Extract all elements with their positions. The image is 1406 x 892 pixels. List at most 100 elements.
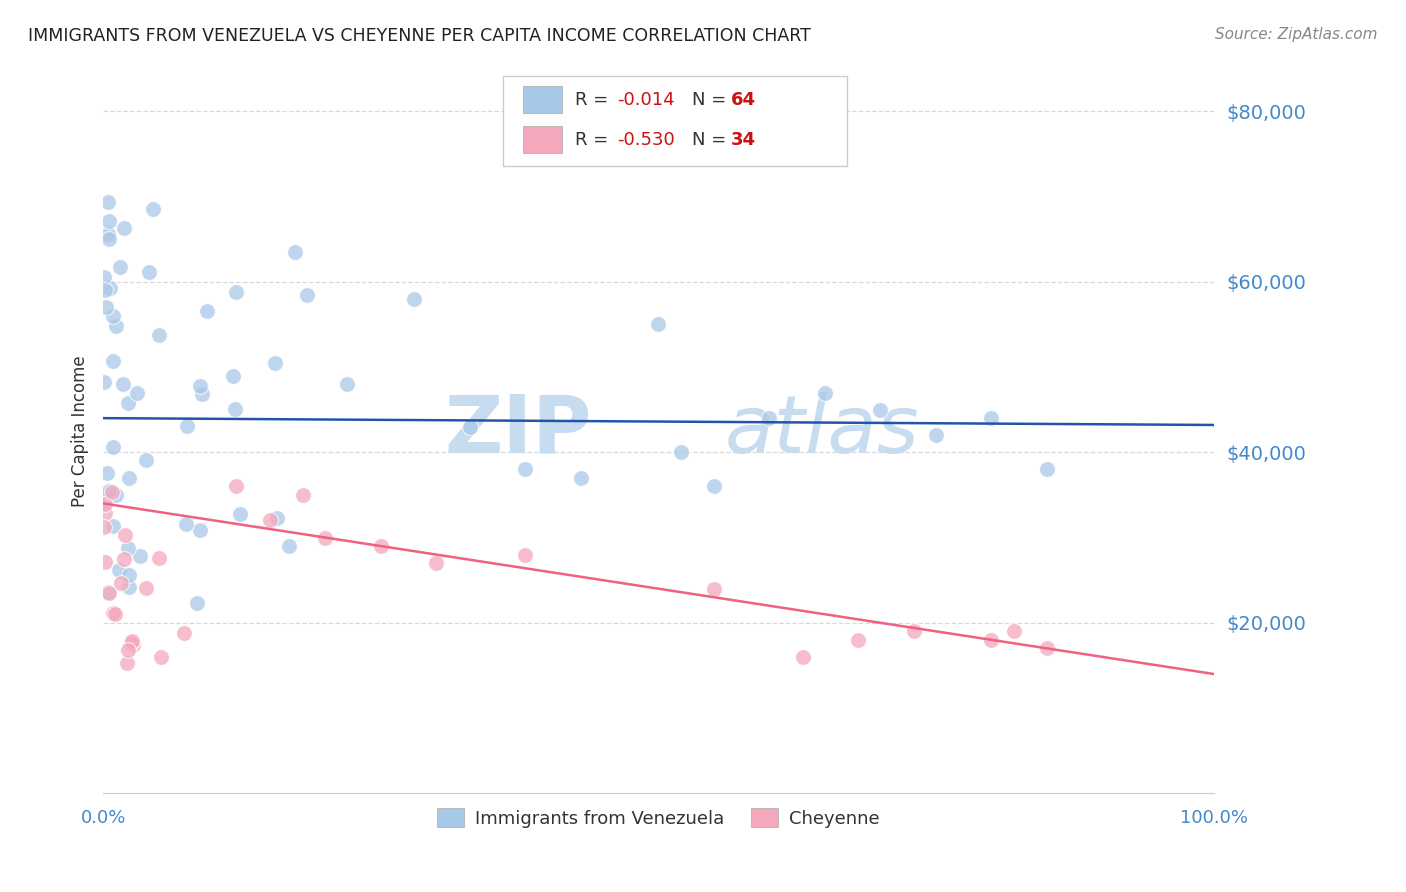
Point	[190, 523, 212, 537]
Point	[103, 310, 125, 324]
Point	[114, 528, 136, 542]
FancyBboxPatch shape	[503, 76, 848, 167]
Point	[1036, 641, 1059, 656]
Text: IMMIGRANTS FROM VENEZUELA VS CHEYENNE PER CAPITA INCOME CORRELATION CHART: IMMIGRANTS FROM VENEZUELA VS CHEYENNE PE…	[28, 27, 811, 45]
Point	[458, 419, 481, 434]
FancyBboxPatch shape	[523, 86, 562, 113]
Point	[94, 492, 117, 507]
Text: -0.530: -0.530	[617, 130, 675, 149]
Point	[284, 244, 307, 259]
Point	[117, 541, 139, 555]
Point	[148, 550, 170, 565]
Point	[173, 626, 195, 640]
Point	[93, 520, 115, 534]
Point	[259, 513, 281, 527]
Point	[138, 265, 160, 279]
Point	[225, 285, 247, 299]
Point	[647, 318, 669, 332]
Point	[402, 292, 425, 306]
Point	[101, 518, 124, 533]
Point	[97, 584, 120, 599]
Point	[513, 462, 536, 476]
Point	[118, 580, 141, 594]
Point	[292, 488, 315, 502]
Point	[108, 260, 131, 274]
Point	[93, 375, 115, 389]
Point	[266, 510, 288, 524]
Point	[703, 582, 725, 596]
Point	[148, 327, 170, 342]
Point	[93, 270, 115, 285]
Point	[224, 401, 246, 416]
Point	[980, 632, 1002, 647]
Point	[97, 194, 120, 209]
Point	[150, 650, 173, 665]
FancyBboxPatch shape	[523, 126, 562, 153]
Point	[108, 562, 131, 576]
Point	[121, 638, 143, 652]
Point	[225, 479, 247, 493]
Point	[105, 318, 128, 333]
Point	[264, 356, 287, 370]
Point	[121, 634, 143, 648]
Text: Source: ZipAtlas.com: Source: ZipAtlas.com	[1215, 27, 1378, 42]
Point	[93, 556, 115, 570]
Point	[336, 377, 359, 392]
Point	[115, 656, 138, 670]
Text: N =: N =	[692, 91, 731, 109]
Point	[101, 485, 124, 500]
Text: ZIP: ZIP	[444, 392, 592, 470]
Point	[846, 632, 869, 647]
Point	[1036, 462, 1059, 476]
Y-axis label: Per Capita Income: Per Capita Income	[72, 355, 89, 507]
Point	[229, 507, 252, 521]
Point	[97, 214, 120, 228]
Point	[117, 396, 139, 410]
Point	[135, 452, 157, 467]
Point	[118, 568, 141, 582]
Point	[112, 552, 135, 566]
Point	[903, 624, 925, 639]
Point	[110, 575, 132, 590]
Point	[135, 582, 157, 596]
Text: 64: 64	[731, 91, 755, 109]
Point	[569, 471, 592, 485]
Point	[104, 488, 127, 502]
Point	[792, 649, 814, 664]
Point	[94, 497, 117, 511]
Point	[94, 506, 117, 520]
Point	[101, 440, 124, 454]
Text: N =: N =	[692, 130, 731, 149]
Point	[190, 379, 212, 393]
Point	[370, 539, 392, 553]
Point	[669, 445, 692, 459]
Point	[97, 227, 120, 241]
Text: -0.014: -0.014	[617, 91, 675, 109]
Point	[103, 354, 125, 368]
Point	[513, 548, 536, 562]
Point	[120, 636, 142, 650]
Point	[101, 606, 124, 620]
Point	[174, 517, 197, 532]
Point	[96, 466, 118, 480]
Text: R =: R =	[575, 91, 614, 109]
Text: 34: 34	[731, 130, 755, 149]
Point	[925, 428, 948, 442]
Point	[814, 385, 837, 400]
Point	[980, 411, 1002, 425]
Point	[117, 471, 139, 485]
Point	[758, 411, 780, 425]
Point	[191, 386, 214, 401]
Point	[98, 281, 121, 295]
Point	[869, 402, 891, 417]
Point	[425, 556, 447, 570]
Point	[142, 202, 165, 216]
Point	[1002, 624, 1025, 639]
Point	[295, 288, 318, 302]
Point	[186, 597, 208, 611]
Point	[97, 232, 120, 246]
Text: R =: R =	[575, 130, 614, 149]
Point	[104, 607, 127, 621]
Point	[278, 539, 301, 553]
Point	[197, 304, 219, 318]
